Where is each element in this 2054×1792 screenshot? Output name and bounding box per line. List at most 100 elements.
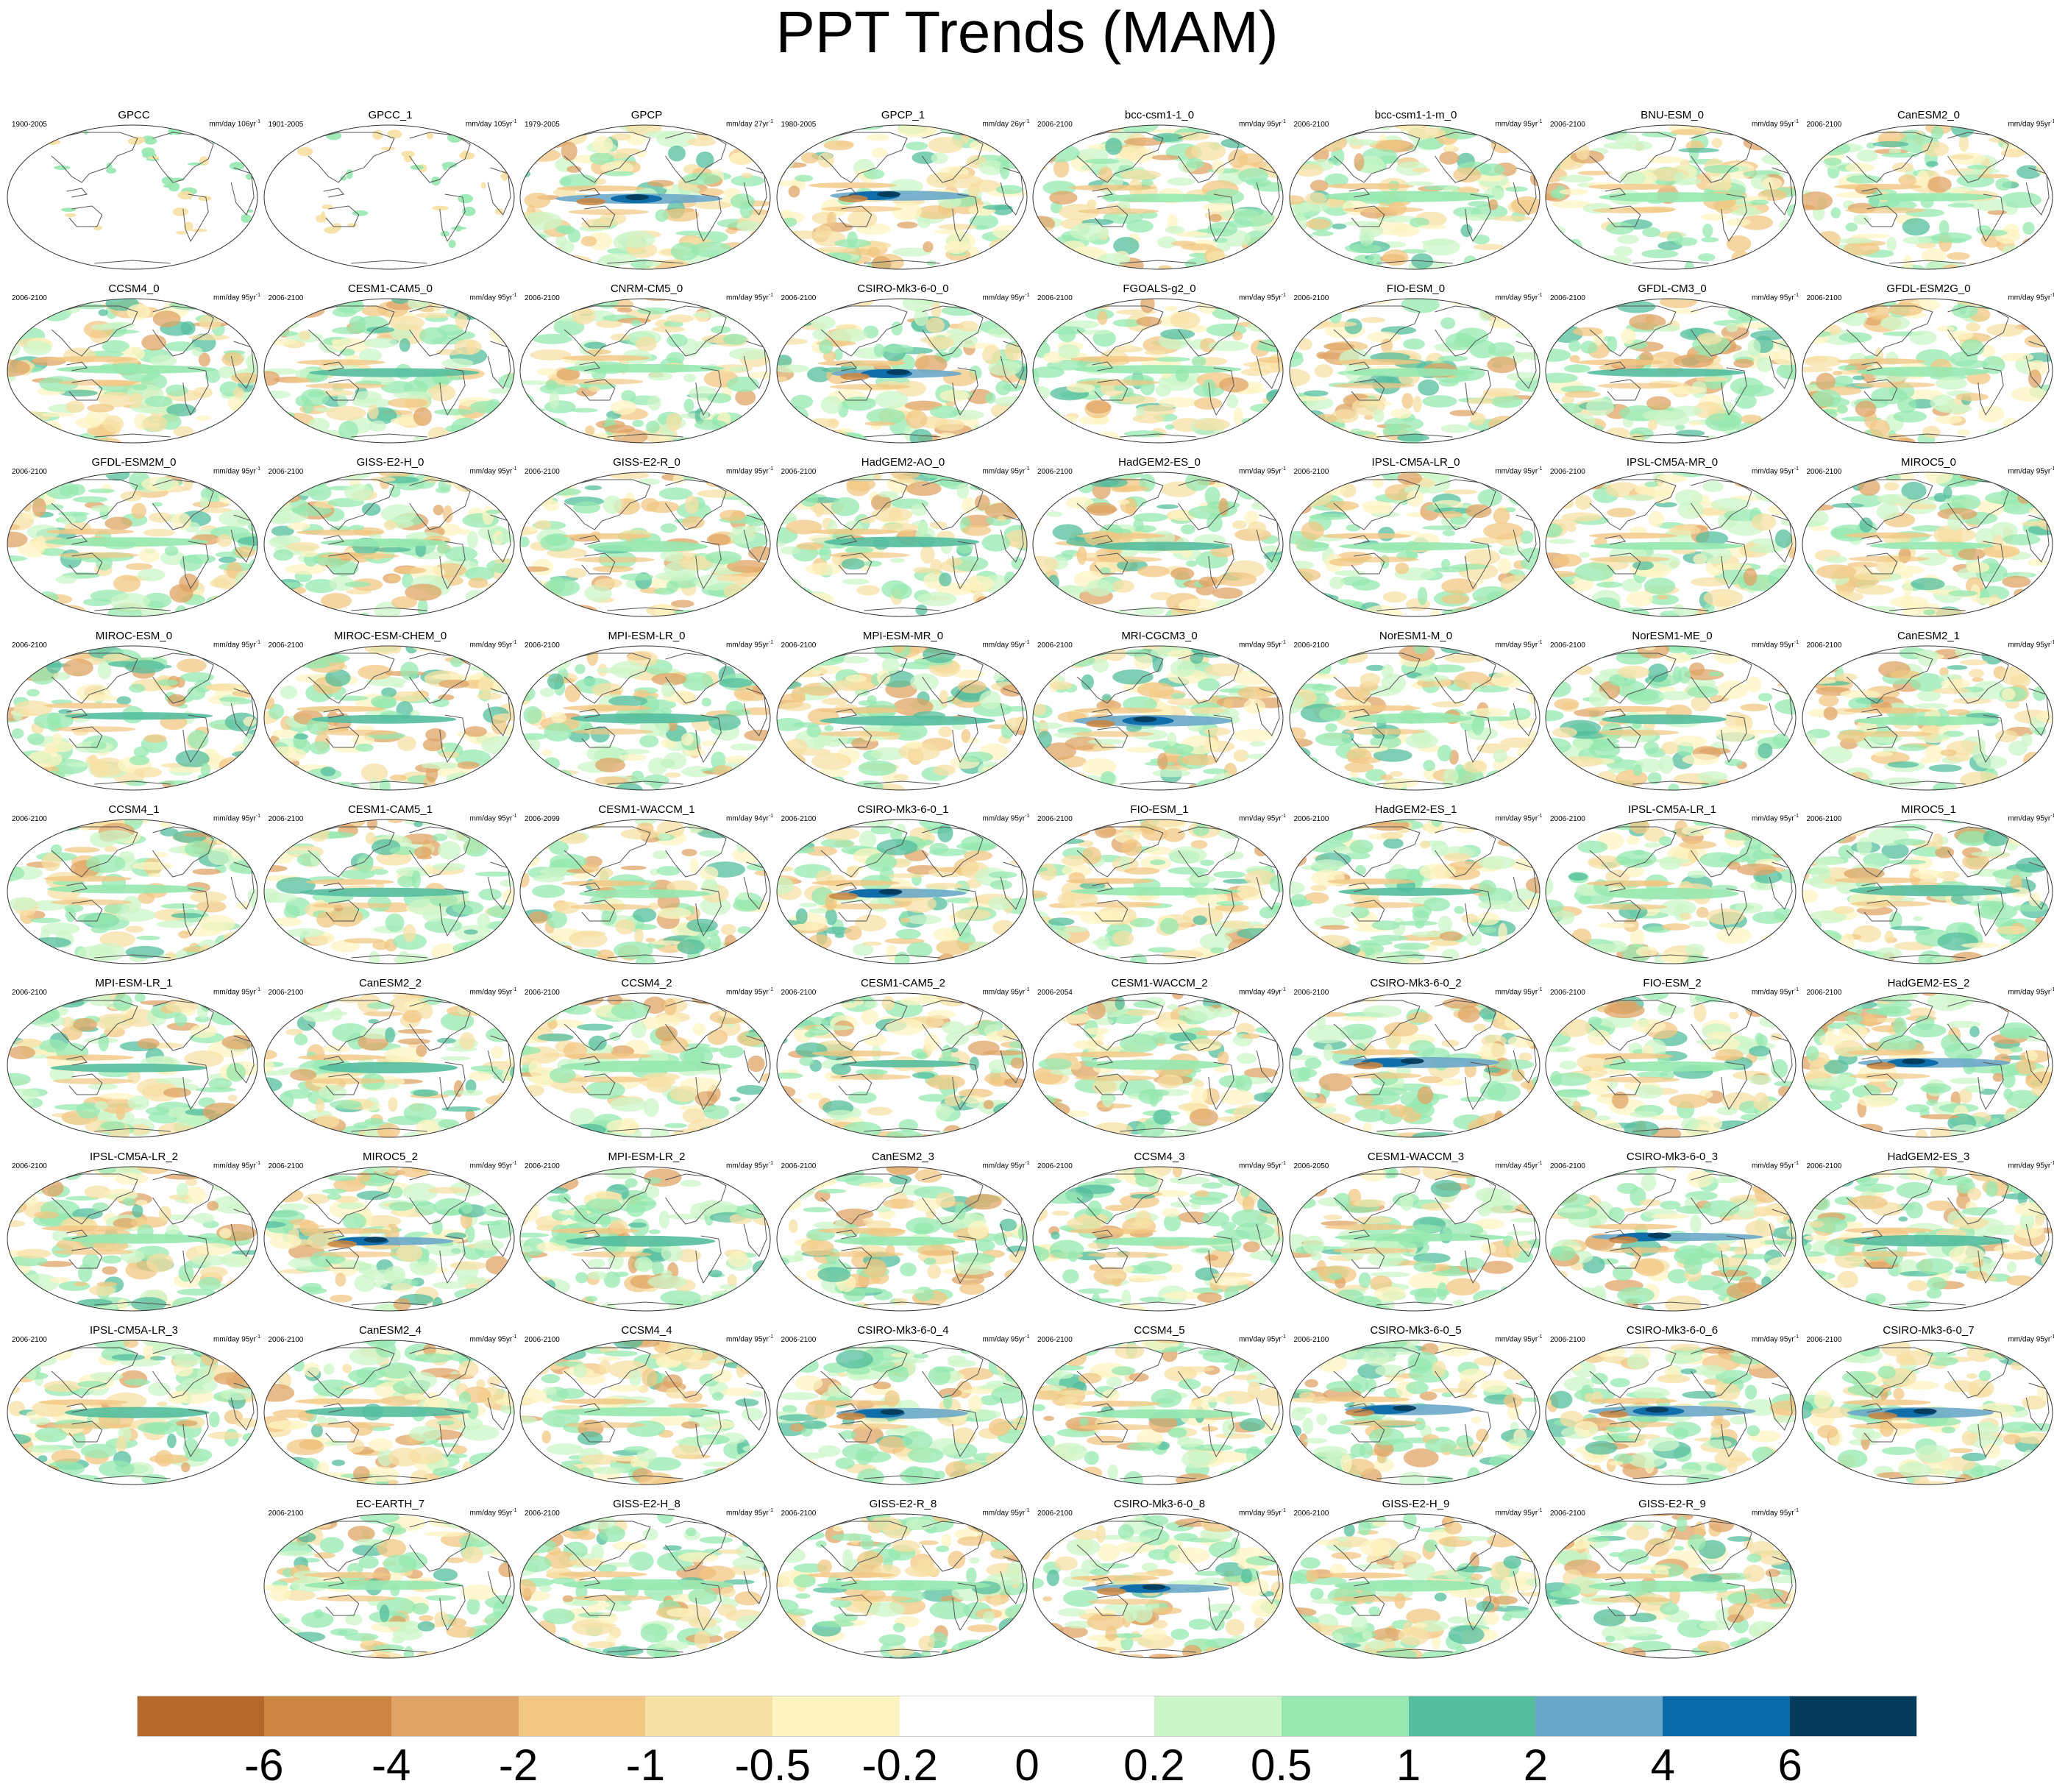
trend-map xyxy=(263,1513,514,1659)
trend-map xyxy=(776,1513,1027,1659)
colorbar-box xyxy=(137,1696,265,1737)
panel-units-text: mm/day 95yr xyxy=(1751,814,1794,823)
panel-units-text: mm/day 95yr xyxy=(2008,641,2051,650)
panel-units-text: mm/day 45yr xyxy=(1495,1162,1538,1170)
panel-period: 2006-2100 xyxy=(268,468,304,476)
panel-units: mm/day 95yr-1 xyxy=(2008,293,2054,302)
colorbar-tick-label: -0.2 xyxy=(861,1741,938,1790)
trend-map xyxy=(1032,1513,1284,1659)
trend-map xyxy=(1032,1340,1284,1485)
panel-title: CSIRO-Mk3-6-0_7 xyxy=(1883,1324,1975,1337)
map-panel: CSIRO-Mk3-6-0_4 2006-2100 mm/day 95yr-1 xyxy=(775,1324,1031,1487)
panel-units-exponent: -1 xyxy=(255,814,260,819)
panel-title: IPSL-CM5A-LR_0 xyxy=(1371,456,1460,469)
panel-units-text: mm/day 95yr xyxy=(1751,120,1794,129)
colorbar-box xyxy=(900,1696,1028,1737)
panel-period: 1901-2005 xyxy=(268,121,304,129)
panel-title: CCSM4_0 xyxy=(108,282,160,295)
panel-units-text: mm/day 95yr xyxy=(1238,1335,1282,1344)
panel-period: 2006-2100 xyxy=(781,1162,817,1170)
colorbar-tick-label: -2 xyxy=(498,1741,539,1790)
trend-map xyxy=(1032,472,1284,617)
map-panel: NorESM1-ME_0 2006-2100 mm/day 95yr-1 xyxy=(1544,630,1800,793)
panel-title: IPSL-CM5A-LR_2 xyxy=(89,1151,179,1163)
panel-title: GISS-E2-R_8 xyxy=(869,1498,937,1510)
panel-units-exponent: -1 xyxy=(2050,466,2054,472)
panel-units: mm/day 95yr-1 xyxy=(2008,640,2054,649)
panel-period: 2006-2100 xyxy=(1037,1510,1073,1518)
panel-title: GFDL-CM3_0 xyxy=(1638,282,1707,295)
trend-map xyxy=(519,124,771,270)
panel-period: 2006-2100 xyxy=(525,468,560,476)
map-panel: CSIRO-Mk3-6-0_8 2006-2100 mm/day 95yr-1 xyxy=(1031,1498,1287,1661)
trend-map xyxy=(1289,645,1540,791)
panel-title: MIROC5_1 xyxy=(1900,803,1957,816)
trend-map xyxy=(1289,298,1540,444)
panel-title: CESM1-WACCM_2 xyxy=(1111,977,1208,989)
panel-units-exponent: -1 xyxy=(1281,1508,1286,1513)
panel-period: 2006-2100 xyxy=(1550,641,1585,650)
panel-title: NorESM1-ME_0 xyxy=(1632,630,1713,642)
panel-units: mm/day 95yr-1 xyxy=(1239,1508,1286,1517)
panel-period: 2006-2100 xyxy=(268,294,304,302)
panel-units-exponent: -1 xyxy=(1794,119,1799,124)
colorbar-tick-label: 6 xyxy=(1777,1741,1802,1790)
panel-title: GISS-E2-H_8 xyxy=(613,1498,680,1510)
map-panel: CESM1-WACCM_2 2006-2054 mm/day 49yr-1 xyxy=(1031,977,1287,1140)
panel-period: 2006-2100 xyxy=(1293,294,1329,302)
map-panel: BNU-ESM_0 2006-2100 mm/day 95yr-1 xyxy=(1544,109,1800,272)
panel-title: CESM1-CAM5_0 xyxy=(347,282,433,295)
map-panel: CCSM4_0 2006-2100 mm/day 95yr-1 xyxy=(6,282,262,446)
map-panel: IPSL-CM5A-LR_0 2006-2100 mm/day 95yr-1 xyxy=(1288,456,1544,619)
map-panel: MPI-ESM-LR_0 2006-2100 mm/day 95yr-1 xyxy=(519,630,775,793)
panel-units-text: mm/day 95yr xyxy=(725,467,769,476)
panel-period: 2006-2100 xyxy=(781,1336,817,1344)
panel-title: HadGEM2-ES_0 xyxy=(1118,456,1201,469)
panel-units-text: mm/day 95yr xyxy=(1495,467,1538,476)
colorbar-tick-label: 0.5 xyxy=(1250,1741,1312,1790)
panel-units-exponent: -1 xyxy=(1538,987,1543,992)
panel-period: 2006-2100 xyxy=(1293,1510,1329,1518)
panel-period: 2006-2100 xyxy=(1037,1336,1073,1344)
panel-period: 2006-2100 xyxy=(525,1510,560,1518)
panel-units-text: mm/day 95yr xyxy=(469,1509,513,1518)
panel-units: mm/day 95yr-1 xyxy=(1239,466,1286,475)
panel-period: 2006-2054 xyxy=(1037,989,1073,997)
panel-grid: GPCC 1900-2005 mm/day 106yr-1 GPCC_1 1901-20… xyxy=(6,109,2054,1661)
panel-units-exponent: -1 xyxy=(1281,987,1286,992)
panel-period: 2006-2100 xyxy=(1037,1162,1073,1170)
map-panel: MPI-ESM-MR_0 2006-2100 mm/day 95yr-1 xyxy=(775,630,1031,793)
colorbar-box xyxy=(1408,1696,1536,1737)
trend-map xyxy=(7,124,258,270)
panel-period: 2006-2100 xyxy=(1806,1336,1842,1344)
panel-period: 2006-2100 xyxy=(781,294,817,302)
panel-units-text: mm/day 95yr xyxy=(1751,1162,1794,1170)
panel-units: mm/day 95yr-1 xyxy=(982,1161,1029,1170)
trend-map xyxy=(1802,298,2053,444)
panel-units: mm/day 95yr-1 xyxy=(2008,987,2054,996)
panel-title: CCSM4_1 xyxy=(108,803,160,816)
panel-units-text: mm/day 95yr xyxy=(982,1162,1026,1170)
panel-period: 2006-2100 xyxy=(12,815,47,823)
trend-map xyxy=(1032,645,1284,791)
trend-map xyxy=(1032,124,1284,270)
trend-map xyxy=(1802,472,2053,617)
map-panel: MIROC-ESM-CHEM_0 2006-2100 mm/day 95yr-1 xyxy=(263,630,519,793)
panel-units-exponent: -1 xyxy=(768,814,773,819)
panel-period: 2006-2099 xyxy=(525,815,560,823)
panel-units-text: mm/day 95yr xyxy=(469,814,513,823)
panel-units-exponent: -1 xyxy=(1025,1508,1030,1513)
panel-title: CanESM2_1 xyxy=(1897,630,1961,642)
map-panel: CESM1-CAM5_2 2006-2100 mm/day 95yr-1 xyxy=(775,977,1031,1140)
panel-units-text: mm/day 95yr xyxy=(1751,294,1794,302)
trend-map xyxy=(776,645,1027,791)
panel-period: 2006-2100 xyxy=(12,294,47,302)
trend-map xyxy=(776,992,1027,1138)
trend-map xyxy=(1289,819,1540,964)
map-panel: CESM1-CAM5_0 2006-2100 mm/day 95yr-1 xyxy=(263,282,519,446)
panel-period: 2006-2100 xyxy=(1293,468,1329,476)
panel-title: HadGEM2-ES_1 xyxy=(1374,803,1457,816)
trend-map xyxy=(1545,472,1797,617)
colorbar-tick-label: -0.5 xyxy=(734,1741,811,1790)
panel-title: FGOALS-g2_0 xyxy=(1123,282,1196,295)
